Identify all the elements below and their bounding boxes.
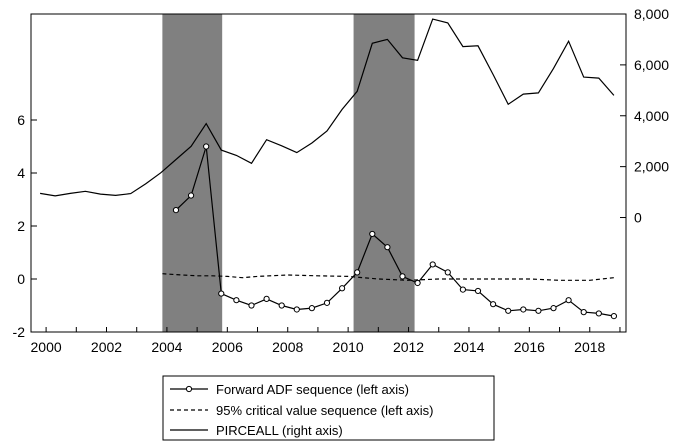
- legend: Forward ADF sequence (left axis) 95% cri…: [162, 375, 495, 441]
- left-tick-label: -2: [13, 324, 26, 340]
- legend-label-critical: 95% critical value sequence (left axis): [216, 403, 434, 418]
- recession-shading: [162, 14, 415, 332]
- adf-point: [218, 290, 225, 297]
- adf-point: [323, 299, 331, 306]
- legend-entry-adf: Forward ADF sequence (left axis): [170, 382, 409, 397]
- adf-point: [550, 305, 557, 312]
- x-tick-label: 2016: [514, 339, 545, 355]
- x-tick-label: 2014: [453, 339, 484, 355]
- adf-point: [308, 305, 315, 312]
- adf-point: [520, 306, 527, 313]
- adf-point: [293, 306, 300, 313]
- x-tick-label: 2012: [393, 339, 424, 355]
- left-tick-label: 2: [17, 218, 25, 234]
- legend-entry-critical: 95% critical value sequence (left axis): [170, 403, 434, 418]
- adf-point: [580, 309, 587, 316]
- adf-point: [278, 302, 285, 309]
- right-tick-label: 0: [634, 210, 642, 226]
- adf-point: [172, 207, 180, 214]
- plot-frame: [30, 13, 627, 333]
- x-tick-label: 2004: [151, 339, 182, 355]
- adf-point: [459, 286, 467, 293]
- adf-point: [369, 230, 376, 238]
- adf-point: [535, 307, 542, 314]
- adf-point: [338, 285, 346, 292]
- adf-point: [505, 307, 512, 314]
- adf-point: [565, 297, 572, 304]
- adf-point: [429, 261, 436, 268]
- adf-point: [384, 244, 391, 251]
- shaded-period-0: [162, 14, 223, 332]
- axes: -2 0 2 4 6 0 2,000 4,000 6,000 8,000 2000 2002 2004 2…: [13, 6, 670, 355]
- x-tick-label: 2000: [31, 339, 62, 355]
- adf-point: [187, 192, 195, 199]
- shaded-period-1: [353, 14, 415, 332]
- adf-point: [610, 313, 618, 320]
- adf-point: [474, 287, 482, 295]
- adf-point: [354, 269, 361, 276]
- series-line-1: [162, 273, 614, 281]
- adf-point: [263, 295, 270, 302]
- right-tick-label: 2,000: [634, 159, 669, 175]
- right-tick-label: 4,000: [634, 108, 669, 124]
- adf-point: [248, 302, 255, 309]
- legend-label-adf: Forward ADF sequence (left axis): [216, 382, 409, 397]
- adf-point: [414, 279, 421, 287]
- price-line: [40, 18, 615, 197]
- adf-point: [490, 301, 497, 308]
- series-line-2: [40, 18, 615, 197]
- left-tick-label: 4: [17, 165, 25, 181]
- adf-point: [595, 310, 602, 317]
- x-tick-label: 2002: [91, 339, 122, 355]
- right-tick-label: 8,000: [634, 6, 669, 22]
- left-tick-label: 0: [17, 271, 25, 287]
- adf-point: [444, 269, 451, 276]
- adf-point: [203, 143, 210, 150]
- x-tick-label: 2006: [212, 339, 243, 355]
- critical-value-line: [162, 273, 614, 281]
- x-tick-label: 2018: [574, 339, 605, 355]
- legend-box: [162, 375, 495, 441]
- legend-label-price: PIRCEALL (right axis): [216, 423, 343, 438]
- adf-point: [399, 273, 406, 280]
- legend-entry-price: PIRCEALL (right axis): [170, 423, 343, 438]
- x-tick-label: 2008: [272, 339, 303, 355]
- adf-line: [172, 143, 618, 320]
- left-tick-label: 6: [17, 112, 25, 128]
- adf-point: [233, 297, 240, 304]
- right-tick-label: 6,000: [634, 57, 669, 73]
- x-tick-label: 2010: [333, 339, 364, 355]
